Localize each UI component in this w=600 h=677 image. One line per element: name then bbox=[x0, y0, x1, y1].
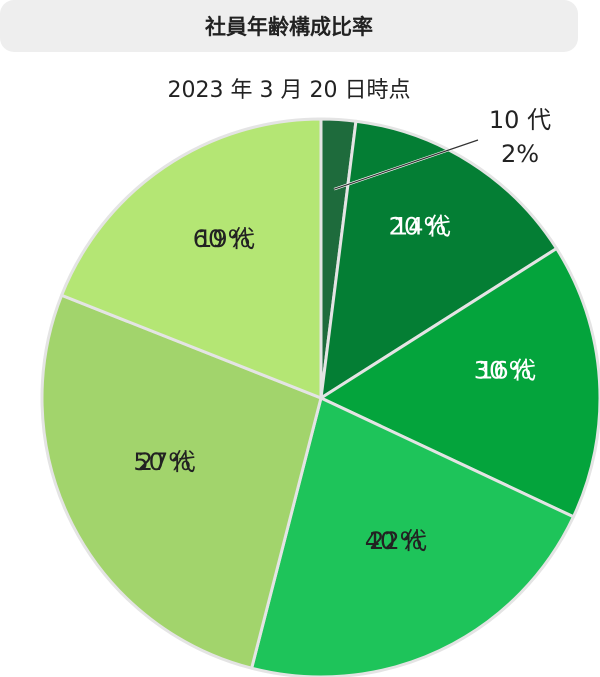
pie-slice-6 bbox=[60, 117, 323, 400]
callout-line bbox=[333, 139, 479, 190]
pie-slice-4 bbox=[250, 396, 575, 677]
chart-subtitle: 2023 年 3 月 20 日時点 bbox=[167, 78, 411, 103]
pie-slice-3 bbox=[319, 247, 600, 519]
slice-value-label: 16% bbox=[478, 356, 531, 384]
slice-value-label: 2% bbox=[501, 140, 539, 168]
slice-category-label: 50 代 bbox=[133, 448, 195, 476]
slice-value-label: 14% bbox=[393, 213, 446, 241]
slice-label-1: 10 代 2% bbox=[489, 106, 551, 168]
slice-category-label: 40 代 bbox=[365, 527, 427, 555]
slice-category-label: 60 代 bbox=[193, 225, 255, 253]
slice-label-6: 60 代19% bbox=[193, 225, 255, 253]
slice-value-label: 19% bbox=[197, 225, 250, 253]
slice-value-label: 27% bbox=[138, 448, 191, 476]
chart-title: 社員年齢構成比率 bbox=[205, 15, 373, 39]
slice-label-5: 50 代27% bbox=[133, 448, 195, 476]
slice-label-2: 20 代14% bbox=[389, 213, 451, 241]
slice-value-label: 22% bbox=[369, 527, 422, 555]
slice-label-4: 40 代22% bbox=[365, 527, 427, 555]
slice-category-label: 20 代 bbox=[389, 213, 451, 241]
slice-category-label: 10 代 bbox=[489, 106, 551, 134]
slice-label-3: 30 代16% bbox=[474, 356, 536, 384]
pie-slice-2 bbox=[319, 119, 559, 400]
pie-slice-5 bbox=[40, 293, 323, 670]
chart-title-bar: 社員年齢構成比率 bbox=[0, 0, 578, 52]
slice-category-label: 30 代 bbox=[474, 356, 536, 384]
